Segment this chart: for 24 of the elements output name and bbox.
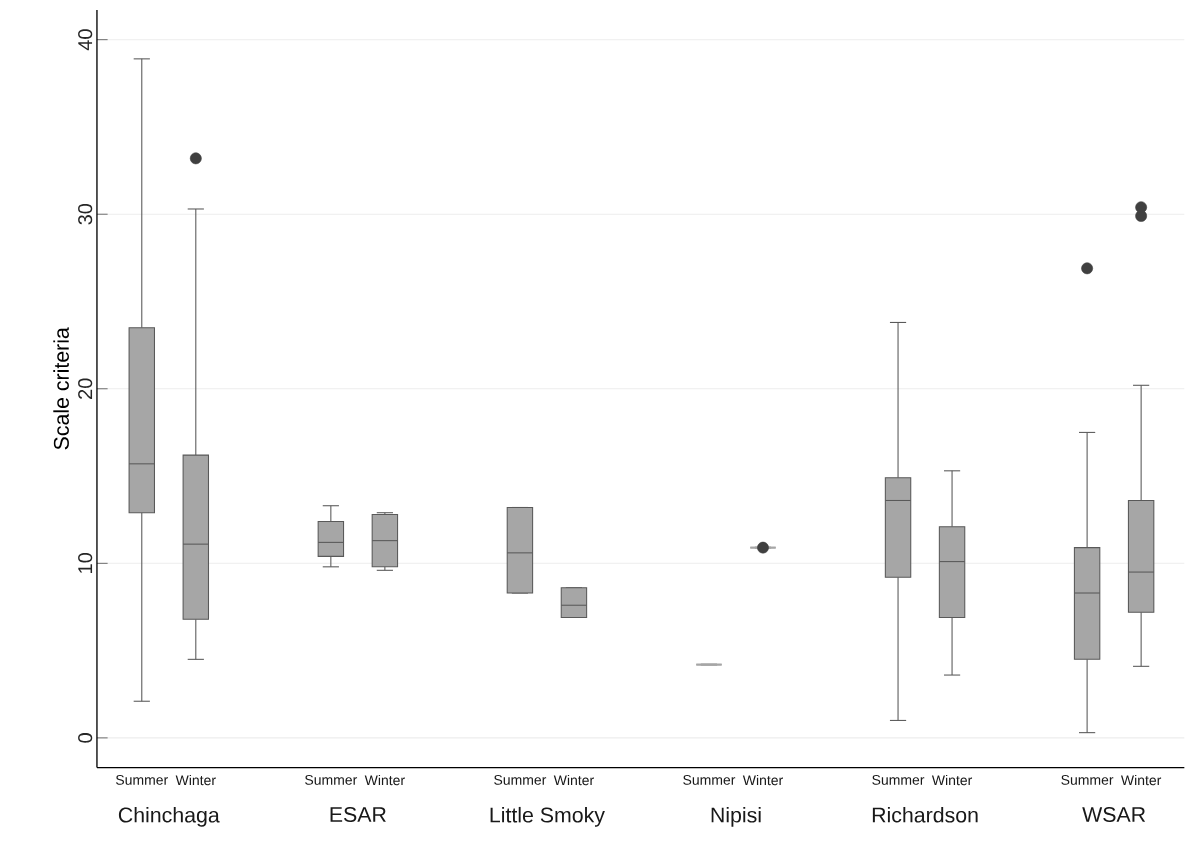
y-axis-title: Scale criteria (53, 327, 69, 450)
text: WSAR (1082, 807, 1146, 823)
y-tick-label: 10 (78, 553, 93, 574)
x-tick-label: Summer (683, 775, 736, 786)
x-tick-label: Winter (931, 775, 973, 786)
x-tick-label: Summer (1061, 775, 1114, 786)
x-tick-label: Summer (305, 775, 358, 786)
y-tick-label: 20 (78, 378, 93, 400)
text: Richardson (872, 807, 978, 823)
y-tick-label: 30 (78, 204, 93, 225)
text: Chinchaga (118, 807, 220, 828)
x-tick-label: Summer (872, 775, 925, 786)
x-tick-label: Winter (364, 775, 405, 786)
x-tick-label: Winter (175, 775, 216, 786)
x-tick-label: Summer (115, 775, 168, 786)
text: Little Smoky (490, 807, 605, 828)
text: ESAR (330, 807, 386, 823)
text: Nipisi (711, 807, 761, 828)
x-tick-label: Winter (553, 775, 594, 786)
x-tick-label: Summer (494, 775, 547, 786)
y-tick-label: 40 (78, 29, 93, 51)
x-tick-label: Winter (1120, 775, 1162, 786)
y-tick-label: 0 (78, 733, 93, 743)
x-tick-label: Winter (742, 775, 783, 786)
